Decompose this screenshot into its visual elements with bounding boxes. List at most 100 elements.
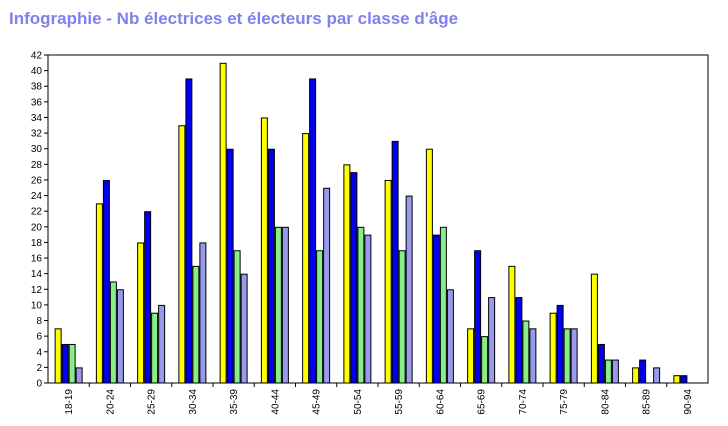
chart-title: Infographie - Nb électrices et électeurs… (9, 9, 459, 28)
bar (432, 234, 440, 384)
y-tick-label: 16 (31, 254, 43, 265)
bar (522, 320, 530, 384)
x-tick-label: 45-49 (312, 389, 323, 415)
bar (116, 289, 124, 384)
x-tick-label: 25-29 (147, 389, 158, 415)
bar (597, 343, 605, 384)
bar (233, 250, 241, 384)
bar (151, 312, 159, 384)
y-tick-label: 24 (31, 191, 43, 202)
bar (632, 367, 640, 384)
bar (68, 343, 76, 384)
bar (274, 226, 282, 384)
x-tick-label: 40-44 (270, 389, 281, 415)
y-tick-label: 14 (31, 269, 43, 280)
x-tick-label: 50-54 (353, 389, 364, 415)
bar (529, 328, 537, 384)
bar (474, 250, 482, 384)
x-tick-label: 65-69 (477, 389, 488, 415)
y-tick-label: 18 (31, 238, 43, 249)
bar (590, 273, 598, 384)
bar (309, 78, 317, 384)
bar (556, 304, 564, 384)
y-tick-label: 8 (36, 316, 42, 327)
y-tick-label: 2 (36, 363, 42, 374)
bar (102, 179, 110, 384)
bar (515, 297, 523, 384)
bar (549, 312, 557, 384)
y-tick-label: 22 (31, 207, 43, 218)
y-tick-label: 10 (31, 300, 43, 311)
y-tick-label: 36 (31, 97, 43, 108)
y-tick-label: 12 (31, 285, 43, 296)
x-tick-label: 55-59 (394, 389, 405, 415)
y-tick-label: 42 (31, 51, 43, 62)
bar (653, 367, 661, 384)
bar (639, 359, 647, 384)
bar (391, 140, 399, 384)
bar (405, 195, 413, 384)
y-tick-label: 28 (31, 160, 43, 171)
x-tick-label: 90-94 (683, 389, 694, 415)
bar (302, 133, 310, 384)
bar (323, 187, 331, 384)
bar (260, 117, 268, 384)
bar (446, 289, 454, 384)
bar (267, 148, 275, 384)
bar (137, 242, 145, 384)
y-tick-label: 32 (31, 129, 43, 140)
bar (185, 78, 193, 384)
x-tick-label: 75-79 (559, 389, 570, 415)
bar (398, 250, 406, 384)
bar (467, 328, 475, 384)
bar (357, 226, 365, 384)
bar (481, 336, 489, 384)
bar (425, 148, 433, 384)
y-tick-label: 40 (31, 66, 43, 77)
bar (54, 328, 62, 384)
x-tick-label: 80-84 (600, 389, 611, 415)
bar (240, 273, 248, 384)
bar (316, 250, 324, 384)
y-tick-label: 38 (31, 82, 43, 93)
x-tick-label: 70-74 (518, 389, 529, 415)
bar (144, 211, 152, 384)
y-tick-label: 20 (31, 222, 43, 233)
y-tick-label: 6 (36, 332, 42, 343)
bar (95, 203, 103, 384)
bar (364, 234, 372, 384)
x-tick-label: 20-24 (105, 389, 116, 415)
bar (219, 62, 227, 384)
x-tick-label: 30-34 (188, 389, 199, 415)
bar (570, 328, 578, 384)
bar (508, 265, 516, 384)
bar (611, 359, 619, 384)
bar (75, 367, 83, 384)
y-tick-label: 30 (31, 144, 43, 155)
bar (61, 343, 69, 384)
bar (384, 179, 392, 384)
bar (680, 375, 688, 384)
bar (178, 125, 186, 384)
y-tick-label: 34 (31, 113, 43, 124)
bar (439, 226, 447, 384)
bar (563, 328, 571, 384)
bar (673, 375, 681, 384)
y-tick-label: 4 (36, 347, 42, 358)
bar (281, 226, 289, 384)
bar (226, 148, 234, 384)
x-tick-label: 35-39 (229, 389, 240, 415)
bar (192, 265, 200, 384)
bar (604, 359, 612, 384)
bar (199, 242, 207, 384)
x-tick-label: 85-89 (642, 389, 653, 415)
x-tick-label: 60-64 (435, 389, 446, 415)
bar (109, 281, 117, 384)
y-tick-label: 26 (31, 175, 43, 186)
bar (158, 304, 166, 384)
y-tick-label: 0 (36, 379, 42, 390)
bar (350, 172, 358, 384)
x-tick-label: 18-19 (64, 389, 75, 415)
bar (343, 164, 351, 384)
